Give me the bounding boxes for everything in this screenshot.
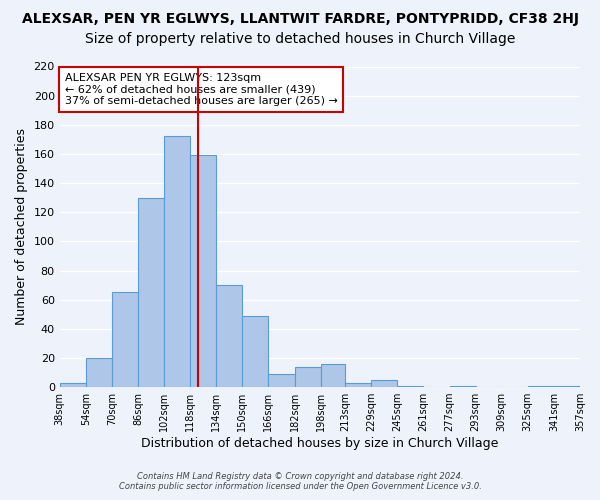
Bar xyxy=(371,380,397,387)
Bar xyxy=(164,136,190,387)
Bar xyxy=(268,374,295,387)
Bar xyxy=(345,382,371,387)
Text: ALEXSAR PEN YR EGLWYS: 123sqm
← 62% of detached houses are smaller (439)
37% of : ALEXSAR PEN YR EGLWYS: 123sqm ← 62% of d… xyxy=(65,73,338,106)
Y-axis label: Number of detached properties: Number of detached properties xyxy=(15,128,28,326)
Text: ALEXSAR, PEN YR EGLWYS, LLANTWIT FARDRE, PONTYPRIDD, CF38 2HJ: ALEXSAR, PEN YR EGLWYS, LLANTWIT FARDRE,… xyxy=(22,12,578,26)
Bar xyxy=(295,366,320,387)
Bar xyxy=(138,198,164,387)
Bar xyxy=(59,382,86,387)
Bar xyxy=(397,386,424,387)
Bar xyxy=(554,386,580,387)
Text: Contains HM Land Registry data © Crown copyright and database right 2024.
Contai: Contains HM Land Registry data © Crown c… xyxy=(119,472,481,491)
Bar xyxy=(449,386,476,387)
Bar xyxy=(86,358,112,387)
X-axis label: Distribution of detached houses by size in Church Village: Distribution of detached houses by size … xyxy=(141,437,499,450)
Bar xyxy=(216,285,242,387)
Bar xyxy=(242,316,268,387)
Bar xyxy=(320,364,345,387)
Bar xyxy=(112,292,138,387)
Bar xyxy=(190,156,216,387)
Text: Size of property relative to detached houses in Church Village: Size of property relative to detached ho… xyxy=(85,32,515,46)
Bar xyxy=(528,386,554,387)
